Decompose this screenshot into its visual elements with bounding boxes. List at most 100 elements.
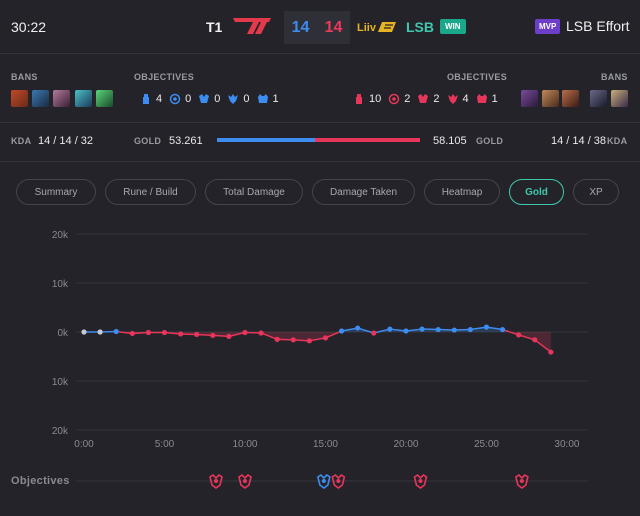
gold-line-segment	[357, 327, 374, 334]
tab-heatmap[interactable]: Heatmap	[424, 179, 500, 205]
gold-data-point	[210, 332, 216, 339]
mvp-badge: MVP	[535, 19, 561, 34]
tab-total-damage[interactable]: Total Damage	[205, 179, 303, 205]
gold-data-point	[129, 330, 135, 337]
ban-champion-icon	[562, 90, 579, 107]
gold-data-point	[532, 337, 538, 343]
gold-line-segment	[212, 334, 229, 338]
gold-line-segment	[341, 327, 358, 332]
gold-data-point	[338, 328, 345, 334]
gold-bar-right	[315, 138, 420, 142]
objectives-timeline-label: Objectives	[11, 475, 70, 487]
tower-icon	[356, 94, 362, 104]
y-tick-label: 10k	[52, 377, 69, 388]
herald-icon	[199, 94, 210, 103]
gold-data-point	[548, 349, 554, 355]
stats-tabs: Summary Rune / Build Total Damage Damage…	[16, 179, 619, 205]
score-left: 14	[284, 11, 317, 44]
gold-line-segment	[534, 339, 552, 353]
tab-damage-taken[interactable]: Damage Taken	[312, 179, 415, 205]
gold-data-point	[467, 326, 473, 333]
y-tick-label: 20k	[52, 230, 69, 241]
team-right-name: LSB	[406, 19, 434, 35]
gold-line-segment	[325, 330, 342, 339]
gold-line-segment	[405, 328, 423, 332]
win-badge: WIN	[440, 19, 466, 34]
gold-data-point	[113, 328, 119, 335]
gold-line-segment	[502, 328, 519, 336]
y-tick-label: 20k	[52, 426, 69, 437]
tab-summary[interactable]: Summary	[16, 179, 96, 205]
team-left-name: T1	[206, 19, 223, 35]
objectives-label-right: OBJECTIVES	[447, 72, 508, 82]
objective-event-icon	[238, 473, 252, 489]
game-time: 30:22	[11, 19, 47, 35]
gold-line-segment	[470, 326, 487, 331]
gold-data-point	[516, 332, 522, 338]
gold-data-point	[355, 325, 361, 331]
ban-champion-icon	[590, 90, 607, 107]
x-tick-label: 5:00	[155, 439, 175, 450]
ban-champion-icon	[611, 90, 628, 107]
ban-champion-icon	[542, 90, 559, 107]
ban-champion-icon	[32, 90, 49, 107]
gold-line-segment	[132, 331, 149, 335]
kda-right: 14 / 14 / 38	[551, 135, 607, 147]
kda-label-left: KDA	[11, 136, 32, 146]
gold-lead-area-red	[84, 332, 551, 353]
svg-text:Liiv: Liiv	[357, 22, 377, 34]
herald-icon	[418, 94, 429, 103]
liiv-logo-icon: Liiv	[357, 22, 396, 34]
gold-data-point	[419, 326, 425, 332]
dragon-icon	[447, 94, 458, 104]
gold-lead-area-blue	[84, 327, 551, 332]
gold-data-point	[483, 324, 490, 330]
ban-champion-icon	[11, 90, 28, 107]
gold-data-point	[81, 329, 87, 335]
gold-data-point	[290, 337, 296, 343]
gold-left: 53.261	[169, 135, 203, 147]
objective-event-icon	[316, 473, 331, 489]
gold-line-segment	[309, 337, 326, 342]
divider	[0, 161, 640, 162]
gold-data-point	[387, 326, 393, 332]
objective-event-icon	[413, 473, 428, 489]
x-tick-label: 20:00	[393, 439, 418, 450]
x-tick-label: 15:00	[313, 439, 338, 450]
gold-label-left: GOLD	[134, 136, 162, 146]
bans-label-right: BANS	[601, 72, 628, 82]
gold-line-segment	[389, 328, 407, 332]
gold-line-segment	[373, 328, 391, 334]
x-tick-label: 0:00	[74, 439, 94, 450]
tab-rune-build[interactable]: Rune / Build	[105, 179, 196, 205]
objective-event-icon	[209, 473, 223, 489]
tab-gold[interactable]: Gold	[509, 179, 564, 205]
gold-data-point	[177, 331, 184, 337]
x-tick-label: 30:00	[554, 439, 579, 450]
y-tick-label: 10k	[52, 279, 69, 290]
inhibitor-icon	[169, 93, 181, 105]
score-right: 14	[317, 11, 350, 44]
gold-right: 58.105	[433, 135, 467, 147]
gold-line-segment	[228, 331, 246, 338]
mvp-player-name: LSB Effort	[566, 18, 630, 34]
baron-icon	[476, 94, 487, 103]
objectives-left: 4 0 0 0 1	[140, 93, 286, 105]
ban-champion-icon	[521, 90, 538, 107]
gold-bar-left	[217, 138, 315, 142]
gold-data-point	[258, 330, 264, 336]
tower-icon	[143, 94, 149, 104]
ban-champion-icon	[53, 90, 70, 107]
gold-data-point	[97, 329, 103, 335]
baron-icon	[257, 94, 268, 103]
kda-left: 14 / 14 / 32	[38, 135, 94, 147]
gold-data-point	[274, 336, 280, 342]
inhibitor-icon	[389, 93, 400, 105]
tab-xp[interactable]: XP	[573, 179, 619, 205]
objective-event-icon	[331, 473, 346, 489]
gold-data-point	[226, 333, 232, 340]
gold-data-point	[194, 331, 200, 338]
y-tick-label: 0k	[57, 328, 69, 339]
gold-data-point	[435, 326, 441, 333]
